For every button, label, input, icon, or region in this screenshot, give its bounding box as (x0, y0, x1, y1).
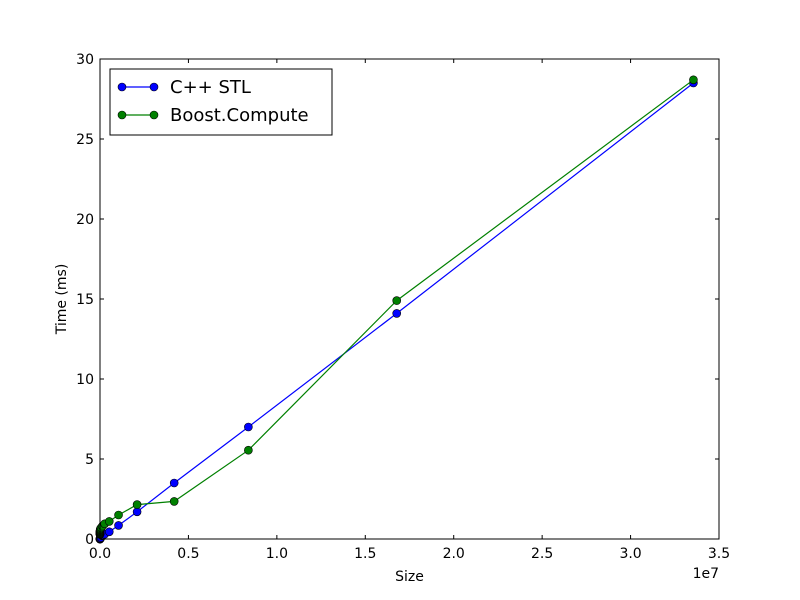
data-point (132, 507, 142, 517)
data-point (244, 445, 253, 455)
y-tick-label: 25 (76, 132, 94, 148)
legend-label: C++ STL (170, 77, 251, 98)
legend-box (109, 68, 333, 136)
x-tick-label: 2.5 (531, 546, 553, 562)
x-axis-label: Size (395, 569, 424, 585)
legend-label: Boost.Compute (170, 105, 309, 126)
legend-marker (149, 110, 159, 120)
x-tick-label: 2.0 (443, 546, 465, 562)
data-point (169, 497, 179, 506)
x-tick-label: 1.0 (266, 546, 288, 562)
y-tick-label: 0 (85, 532, 94, 548)
legend-marker (117, 82, 127, 92)
data-point (169, 478, 179, 488)
data-point (132, 500, 142, 509)
y-tick-label: 15 (76, 292, 94, 308)
data-point (244, 422, 253, 432)
y-axis-label: Time (ms) (54, 264, 70, 336)
x-tick-label: 0.0 (89, 546, 111, 562)
data-point (114, 510, 123, 520)
data-point (689, 75, 698, 85)
data-point (392, 296, 402, 305)
x-tick-label: 1.5 (354, 546, 376, 562)
ticks-layer: 0.0 0.5 1.0 1.5 2.0 2.5 3.0 3.5 0 5 10 15 20 25 30 (76, 52, 730, 562)
legend: C++ STL Boost.Compute (109, 68, 333, 136)
x-tick-label: 3.0 (619, 546, 641, 562)
legend-marker (149, 82, 159, 92)
y-tick-label: 5 (85, 452, 94, 468)
data-point (114, 521, 123, 530)
x-axis-offset-label: 1e7 (693, 566, 719, 582)
y-tick-label: 30 (76, 52, 94, 68)
x-tick-label: 0.5 (177, 546, 199, 562)
data-point (104, 527, 114, 537)
y-tick-label: 20 (76, 212, 94, 228)
legend-marker (117, 110, 127, 120)
x-tick-label: 3.5 (708, 546, 730, 562)
data-point (392, 309, 402, 318)
y-tick-label: 10 (76, 372, 94, 388)
data-point (104, 517, 114, 526)
